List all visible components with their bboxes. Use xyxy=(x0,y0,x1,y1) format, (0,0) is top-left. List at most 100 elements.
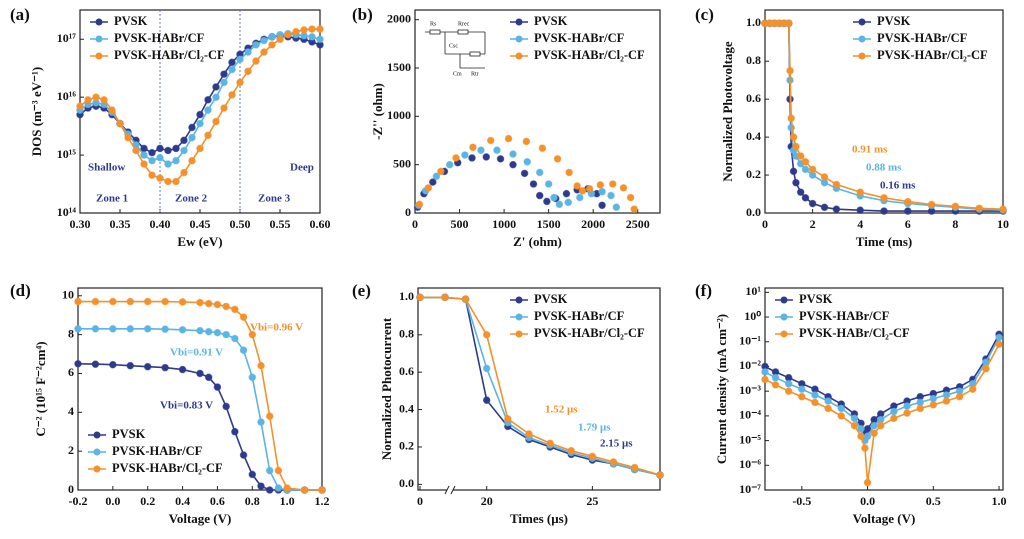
y-axis-label: C⁻² (10¹⁵ F⁻²cm⁴) xyxy=(33,341,48,436)
data-point xyxy=(143,362,152,371)
legend-label: PVSK-HABr/CF xyxy=(534,31,625,45)
data-point xyxy=(432,172,441,181)
data-point xyxy=(164,177,172,186)
axis-break xyxy=(444,485,450,495)
data-point xyxy=(535,191,544,200)
legend-marker xyxy=(515,52,523,60)
y-tick-label: 0.4 xyxy=(746,129,761,143)
data-point xyxy=(469,143,477,152)
data-point xyxy=(161,325,169,333)
annotation: 0.16 ms xyxy=(880,180,916,192)
data-point xyxy=(523,157,532,166)
data-point xyxy=(787,114,795,122)
data-point xyxy=(178,298,187,306)
y-tick-label: 0.6 xyxy=(399,364,414,378)
data-point xyxy=(248,470,257,479)
legend-marker xyxy=(780,313,788,321)
data-point xyxy=(180,168,188,177)
data-point xyxy=(143,297,152,306)
data-point xyxy=(156,153,164,162)
data-point xyxy=(955,392,964,401)
y-tick-label: 2000 xyxy=(387,11,411,25)
x-tick-label: 4 xyxy=(857,217,863,231)
data-point xyxy=(468,154,476,162)
data-point xyxy=(283,484,291,492)
x-tick-label: 1.0 xyxy=(280,494,295,508)
y-tick-label: 4 xyxy=(68,404,74,418)
data-point xyxy=(619,184,628,192)
y-tick-label: 0 xyxy=(405,205,411,219)
data-point xyxy=(109,297,117,306)
annotation: 0.91 ms xyxy=(852,144,888,156)
data-point xyxy=(968,385,977,394)
data-point xyxy=(837,404,846,413)
data-point xyxy=(260,36,268,45)
data-point xyxy=(445,160,454,169)
data-point xyxy=(509,150,517,158)
data-point xyxy=(626,193,635,202)
data-point xyxy=(995,333,1003,342)
data-point xyxy=(792,178,800,187)
legend-marker xyxy=(780,296,788,304)
data-point xyxy=(929,394,938,403)
data-point xyxy=(74,297,82,306)
panel: (c) 0 2 4 6 8 10 0.0 0.2 0.4 0.6 0.8 1.0 Time (ms) Nor… xyxy=(695,5,1009,249)
data-point xyxy=(244,48,252,56)
x-tick-label: 0.8 xyxy=(245,494,260,508)
legend-marker xyxy=(93,431,101,439)
data-point xyxy=(850,421,859,430)
legend-marker xyxy=(95,35,103,43)
data-point xyxy=(598,201,606,210)
circuit-resistor xyxy=(469,51,481,57)
legend-marker xyxy=(515,330,523,338)
data-point xyxy=(222,402,230,411)
data-point xyxy=(870,429,878,437)
data-point xyxy=(482,330,491,339)
data-point xyxy=(863,432,872,441)
data-point xyxy=(801,157,810,166)
panel: (b) 0 500 1000 1500 2000 2500 0 500 1000 1500 2000 Z… xyxy=(352,5,661,249)
data-point xyxy=(904,207,912,215)
data-point xyxy=(929,401,938,409)
legend-label: PVSK-HABr/CF xyxy=(534,309,625,323)
annotation: Zone 1 xyxy=(96,193,128,205)
data-point xyxy=(292,27,300,36)
data-point xyxy=(148,156,156,165)
data-point xyxy=(656,471,664,479)
data-point xyxy=(784,379,793,388)
data-point xyxy=(248,330,257,339)
panel: (e) 0 20 25 0.0 0.2 0.4 0.6 0.8 1.0 Times (μs) Norm… xyxy=(352,281,664,526)
data-point xyxy=(424,184,433,192)
data-point xyxy=(553,155,562,163)
x-tick-label: 0.35 xyxy=(110,217,131,231)
data-point xyxy=(124,133,132,142)
data-point xyxy=(74,359,82,368)
data-point xyxy=(222,302,230,311)
data-point xyxy=(231,334,239,343)
data-point xyxy=(268,41,276,49)
data-point xyxy=(126,361,135,370)
data-point xyxy=(316,35,324,44)
data-point xyxy=(257,482,265,490)
panel-label: (d) xyxy=(10,281,31,300)
data-point xyxy=(109,324,117,333)
data-point xyxy=(544,180,553,188)
legend-label: PVSK-HABr/CF xyxy=(799,309,890,323)
panel-label: (e) xyxy=(352,281,371,300)
data-point xyxy=(196,326,204,335)
data-point xyxy=(550,193,558,202)
data-point xyxy=(318,486,326,494)
data-point xyxy=(870,421,878,430)
y-axis-label: Normalized Photovoltage xyxy=(720,41,735,182)
data-point xyxy=(116,119,124,128)
data-point xyxy=(204,96,212,104)
data-point xyxy=(172,144,180,153)
data-point xyxy=(257,361,265,370)
data-point xyxy=(863,478,872,487)
data-point xyxy=(213,328,222,337)
data-point xyxy=(220,104,228,112)
y-axis-label: Current density (mA cm⁻²) xyxy=(714,314,729,464)
legend-marker xyxy=(515,313,523,321)
legend-marker xyxy=(93,465,101,473)
